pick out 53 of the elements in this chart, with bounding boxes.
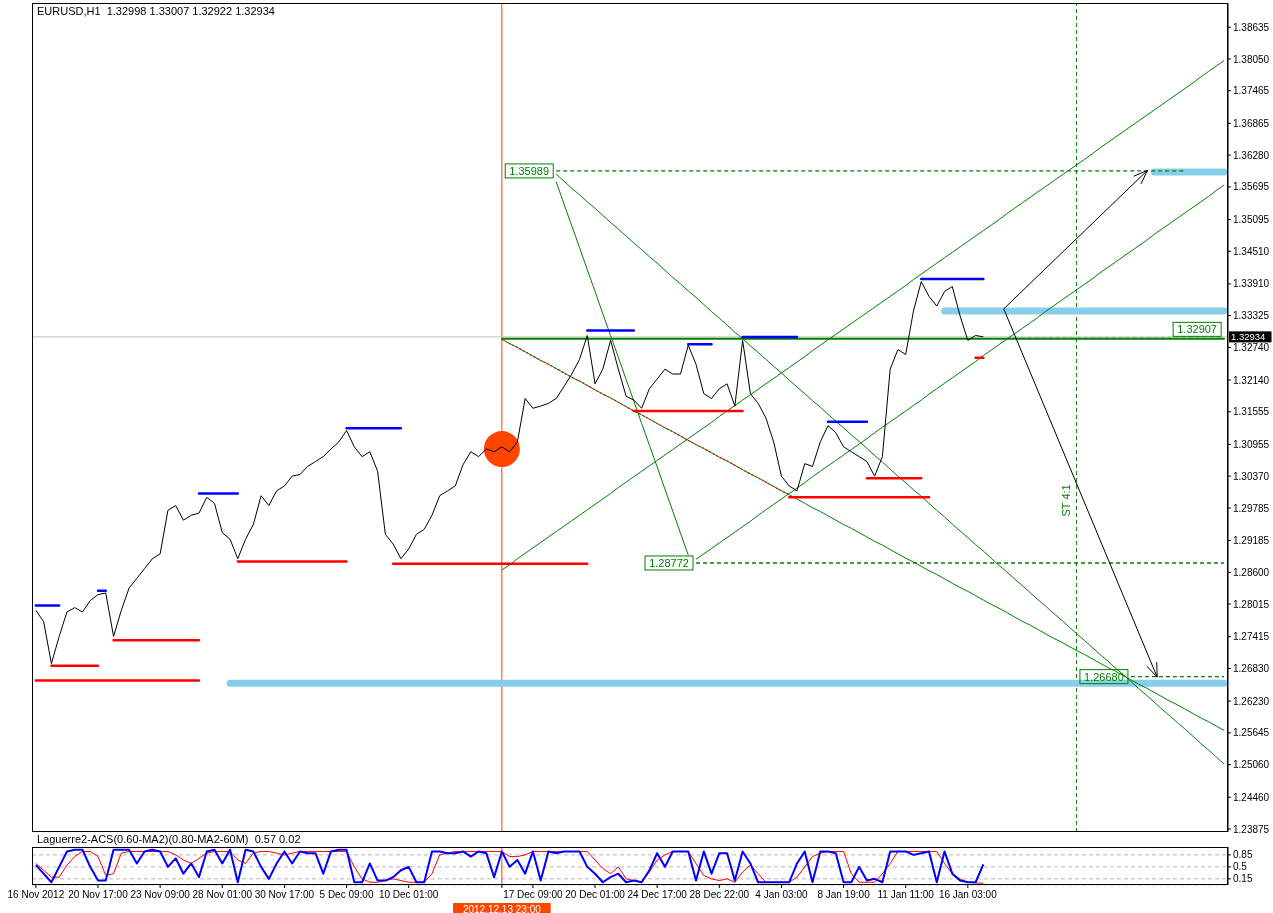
y-tick-label: 1.27415 (1233, 631, 1270, 643)
series-label: 1.26680 (1084, 670, 1124, 683)
x-tick-label: 4 Jan 03:00 (755, 889, 809, 900)
x-tick-label: 11 Jan 11:00 (877, 889, 935, 900)
y-tick-label: 1.36865 (1233, 117, 1270, 129)
x-tick-label: 16 Nov 2012 (7, 889, 65, 900)
y-tick-label: 1.32140 (1233, 374, 1270, 386)
y-tick-label: 1.33325 (1233, 310, 1270, 322)
y-tick-label: 1.35095 (1233, 214, 1270, 226)
x-tick-label: 8 Jan 19:00 (817, 889, 871, 900)
x-tick-label: 5 Dec 09:00 (319, 889, 374, 900)
y-tick-label: 1.23875 (1233, 823, 1270, 835)
y-tick-label: 1.34510 (1233, 245, 1270, 257)
chart-title: EURUSD,H1 1.32998 1.33007 1.32922 1.32934 (37, 5, 275, 17)
chart-title: Laguerre2-ACS(0.60-MA2)(0.80-MA2-60M) 0.57 0.02 (37, 833, 301, 845)
y-tick-label: 1.36280 (1233, 149, 1270, 161)
x-tick-label: 2012.12.13 23:00 (462, 904, 542, 913)
y-tick-label: 1.26830 (1233, 663, 1270, 675)
y-tick-label: 1.26230 (1233, 695, 1270, 707)
ref-line-label: 1.32934 (1231, 331, 1266, 343)
y-tick-label: 1.24460 (1233, 791, 1270, 803)
x-tick-label: 20 Nov 17:00 (68, 889, 129, 900)
y-tick-label: 1.29785 (1233, 502, 1270, 514)
y-tick-label: 1.37465 (1233, 85, 1270, 97)
x-tick-label: 28 Nov 01:00 (192, 889, 253, 900)
x-tick-label: 20 Dec 01:00 (565, 889, 626, 900)
y-tick-label: 1.38050 (1233, 53, 1270, 65)
y-tick-label: 0.85 (1233, 849, 1253, 861)
y-tick-label: 1.38635 (1233, 21, 1270, 33)
x-tick-label: 24 Dec 17:00 (627, 889, 688, 900)
category-label: ST 4:1 (1059, 484, 1072, 517)
y-tick-label: 1.30955 (1233, 438, 1270, 450)
y-tick-label: 1.29185 (1233, 535, 1270, 547)
x-tick-label: 23 Nov 09:00 (130, 889, 191, 900)
x-tick-label: 16 Jan 03:00 (938, 889, 998, 900)
y-tick-label: 1.28600 (1233, 566, 1270, 578)
y-tick-label: 1.25060 (1233, 759, 1270, 771)
y-tick-label: 1.33910 (1233, 278, 1270, 290)
y-tick-label: 1.28015 (1233, 598, 1270, 610)
y-tick-label: 1.32740 (1233, 341, 1270, 353)
y-tick-label: 1.25645 (1233, 727, 1270, 739)
x-tick-label: 30 Nov 17:00 (254, 889, 315, 900)
y-tick-label: 1.31555 (1233, 406, 1270, 418)
x-tick-label: 28 Dec 22:00 (689, 889, 750, 900)
y-tick-label: 0.5 (1233, 861, 1248, 873)
series-label: 1.28772 (649, 556, 689, 569)
y-tick-label: 1.30370 (1233, 470, 1270, 482)
x-tick-label: 17 Dec 09:00 (503, 889, 564, 900)
series-label: 1.35989 (509, 164, 550, 177)
series-label: 1.32907 (1177, 323, 1217, 336)
x-tick-label: 10 Dec 01:00 (378, 889, 439, 900)
y-tick-label: 1.35695 (1233, 181, 1270, 193)
y-tick-label: 0.15 (1233, 873, 1253, 885)
